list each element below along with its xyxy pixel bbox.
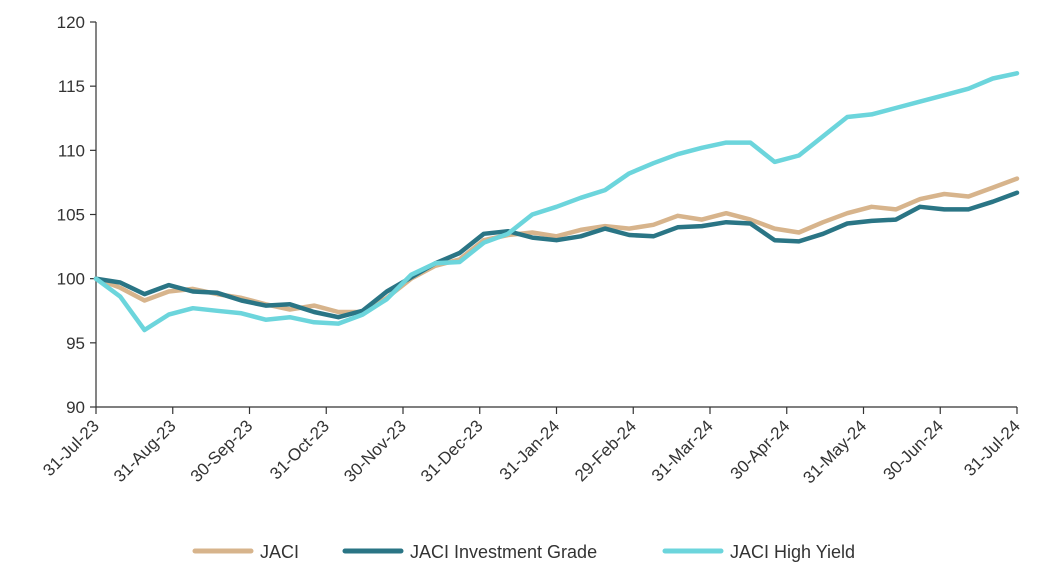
- x-tick-label: 31-Jul-24: [960, 416, 1024, 480]
- x-tick-label: 30-Nov-23: [340, 416, 410, 486]
- x-tick-label: 31-Jan-24: [496, 416, 564, 484]
- legend: JACI JACI Investment Grade JACI High Yield: [192, 542, 855, 562]
- y-tick-label: 115: [58, 77, 85, 96]
- y-tick-label: 110: [58, 141, 85, 160]
- x-tick-label: 30-Jun-24: [880, 416, 948, 484]
- series-line-2: [93, 190, 1020, 320]
- series-layer: [93, 71, 1020, 333]
- x-tick-label: 31-May-24: [799, 416, 870, 487]
- series-line-3: [93, 71, 1020, 333]
- y-tick-label: 105: [57, 206, 85, 225]
- x-tick-label: 31-Jul-23: [39, 416, 103, 480]
- y-tick-label: 90: [66, 398, 85, 417]
- y-tick-label: 120: [57, 13, 85, 32]
- x-tick-label: 29-Feb-24: [571, 416, 640, 485]
- y-tick-label: 95: [66, 334, 85, 353]
- y-tick-label: 100: [57, 270, 85, 289]
- x-tick-label: 31-Dec-23: [417, 416, 487, 486]
- x-tick-label: 30-Apr-24: [727, 416, 794, 483]
- legend-label-3: JACI High Yield: [730, 542, 855, 562]
- x-tick-label: 30-Sep-23: [187, 416, 257, 486]
- series-line-1: [93, 176, 1020, 315]
- x-tick-label: 31-Aug-23: [110, 416, 180, 486]
- x-tick-label: 31-Oct-23: [266, 416, 333, 483]
- legend-label-1: JACI: [260, 542, 299, 562]
- legend-label-2: JACI Investment Grade: [410, 542, 597, 562]
- x-tick-label: 31-Mar-24: [648, 416, 717, 485]
